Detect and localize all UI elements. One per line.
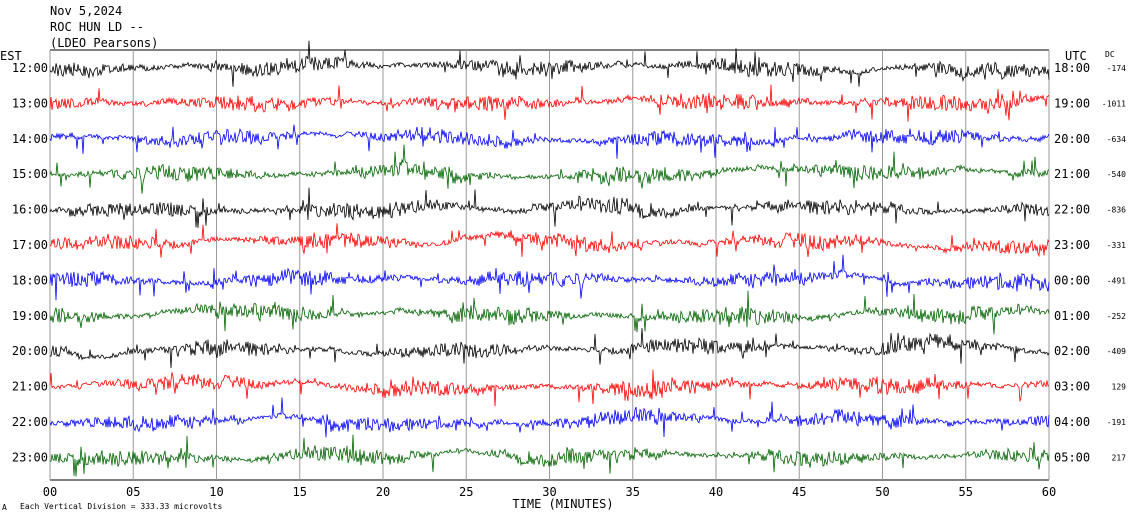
trace-row-1800 — [49, 254, 1050, 301]
date-label: Nov 5,2024 — [50, 4, 123, 18]
trace-row-2100 — [49, 369, 1050, 407]
x-tick-label: 45 — [792, 485, 806, 499]
station-label: ROC HUN LD -- — [50, 20, 144, 34]
est-hour-label: 20:00 — [12, 344, 48, 358]
x-tick-label: 10 — [209, 485, 223, 499]
trace-row-2300 — [49, 434, 1050, 477]
x-tick-label: 50 — [875, 485, 889, 499]
seismic-traces — [49, 40, 1050, 477]
utc-hour-label: 02:00 — [1054, 344, 1090, 358]
utc-hour-label: 19:00 — [1054, 96, 1090, 110]
x-axis-title: TIME (MINUTES) — [512, 497, 613, 511]
footer-mark: A — [2, 503, 7, 512]
x-tick-label: 35 — [626, 485, 640, 499]
dc-header: DC — [1105, 50, 1115, 59]
x-tick-label: 15 — [293, 485, 307, 499]
x-tick-label: 40 — [709, 485, 723, 499]
utc-hour-label: 05:00 — [1054, 450, 1090, 464]
x-tick-label: 30 — [542, 485, 556, 499]
est-hour-label: 15:00 — [12, 167, 48, 181]
utc-hour-label: 20:00 — [1054, 132, 1090, 146]
x-tick-label: 55 — [959, 485, 973, 499]
dc-offset-label: 129 — [1112, 383, 1127, 392]
trace-row-1200 — [49, 40, 1050, 87]
est-hour-label: 18:00 — [12, 273, 48, 287]
est-hour-label: 22:00 — [12, 415, 48, 429]
trace-row-1400 — [49, 124, 1050, 159]
trace-row-1500 — [49, 144, 1050, 194]
est-hour-label: 13:00 — [12, 96, 48, 110]
dc-offset-label: -191 — [1107, 418, 1126, 427]
utc-hour-label: 22:00 — [1054, 203, 1090, 217]
trace-row-1700 — [49, 223, 1050, 258]
dc-offset-label: -409 — [1107, 347, 1126, 356]
est-hour-label: 21:00 — [12, 380, 48, 394]
dc-offset-label: -540 — [1107, 170, 1126, 179]
x-tick-label: 00 — [43, 485, 57, 499]
minute-gridlines — [49, 49, 1050, 481]
trace-row-1600 — [49, 187, 1050, 228]
dc-offset-label: -836 — [1107, 206, 1126, 215]
utc-hour-label: 21:00 — [1054, 167, 1090, 181]
est-hour-label: 16:00 — [12, 203, 48, 217]
trace-row-2000 — [49, 328, 1050, 369]
utc-hour-label: 00:00 — [1054, 273, 1090, 287]
trace-row-2200 — [49, 397, 1050, 438]
est-hour-label: 23:00 — [12, 450, 48, 464]
x-tick-label: 20 — [376, 485, 390, 499]
est-hour-label: 12:00 — [12, 61, 48, 75]
x-tick-label: 25 — [459, 485, 473, 499]
dc-offset-label: -252 — [1107, 312, 1126, 321]
utc-hour-label: 04:00 — [1054, 415, 1090, 429]
est-hour-label: 14:00 — [12, 132, 48, 146]
est-hour-label: 17:00 — [12, 238, 48, 252]
utc-hour-label: 03:00 — [1054, 380, 1090, 394]
est-zone-label: EST — [0, 49, 22, 63]
utc-hour-label: 23:00 — [1054, 238, 1090, 252]
trace-row-1900 — [49, 290, 1050, 335]
network-label: (LDEO Pearsons) — [50, 36, 159, 50]
x-tick-label: 60 — [1042, 485, 1056, 499]
dc-offset-label: -491 — [1107, 276, 1126, 285]
est-hour-label: 19:00 — [12, 309, 48, 323]
x-tick-label: 05 — [126, 485, 140, 499]
dc-offset-label: -174 — [1107, 64, 1126, 73]
dc-offset-label: -331 — [1107, 241, 1126, 250]
utc-hour-label: 18:00 — [1054, 61, 1090, 75]
dc-offset-label: -634 — [1107, 135, 1126, 144]
vertical-division-note: Each Vertical Division = 333.33 microvol… — [20, 502, 223, 511]
dc-offset-label: 217 — [1112, 453, 1127, 462]
trace-row-1300 — [49, 84, 1050, 122]
dc-offset-label: -1011 — [1102, 99, 1126, 108]
axis-labels: 12:00 18:00 -174 13:00 19:00 -1011 14:00 20:00 -… — [12, 61, 1126, 511]
utc-zone-label: UTC — [1065, 49, 1087, 63]
utc-hour-label: 01:00 — [1054, 309, 1090, 323]
